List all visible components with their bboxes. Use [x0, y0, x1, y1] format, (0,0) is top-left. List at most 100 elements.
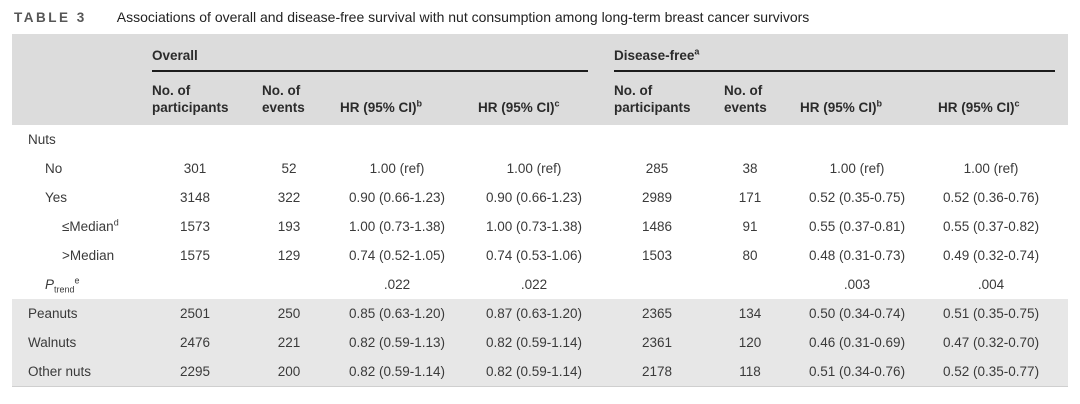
table-cell: 1575 — [179, 248, 211, 263]
table-cell: 0.82 (0.59-1.14) — [478, 328, 615, 357]
table-cell: 171 — [738, 190, 762, 205]
table-cell: 120 — [724, 328, 801, 357]
col-header-label: HR (95% CI) — [800, 100, 877, 115]
table-cell: 0.74 (0.52-1.05) — [348, 248, 446, 263]
table-cell — [152, 125, 262, 154]
row-label-text: Yes — [45, 190, 68, 205]
table-cell: 52 — [281, 161, 297, 176]
col-header-sup: b — [416, 98, 423, 109]
table-cell — [724, 270, 800, 299]
table-cell: 134 — [724, 299, 801, 328]
col-header-line1: No. of — [724, 83, 763, 98]
table-cell: 0.50 (0.34-0.74) — [800, 299, 939, 328]
table-cell — [938, 125, 1068, 154]
table-row-p-trend: Ptrende .022 .022 .003 .004 — [12, 270, 1068, 299]
table-cell: 2178 — [614, 357, 725, 387]
col-header-events-overall: No. of events — [262, 72, 340, 125]
table-cell: 0.48 (0.31-0.73) — [809, 248, 906, 263]
table-cell: 0.87 (0.63-1.20) — [478, 299, 615, 328]
table-cell — [614, 125, 724, 154]
table-cell: 0.47 (0.32-0.70) — [938, 328, 1069, 357]
table-cell: 0.46 (0.31-0.69) — [800, 328, 939, 357]
row-label: Ptrende — [12, 270, 152, 299]
table-cell: 0.52 (0.35-0.75) — [809, 190, 906, 205]
table-cell: .003 — [843, 277, 871, 292]
col-header-hr-c-overall: HR (95% CI)c — [478, 72, 615, 125]
row-label-text: No — [45, 161, 63, 176]
table-cell: 0.55 (0.37-0.82) — [943, 219, 1040, 234]
table-cell: 1486 — [642, 219, 673, 234]
table-header: Overall Disease-freea No. of participants… — [12, 34, 1069, 125]
row-label-header — [12, 72, 152, 125]
row-label: Nuts — [12, 125, 152, 154]
table-cell: 80 — [742, 248, 758, 263]
row-label: ≤Mediand — [12, 212, 152, 241]
table-cell — [262, 125, 340, 154]
col-header-line1: No. of — [262, 83, 301, 98]
col-header-hr-b-overall: HR (95% CI)b — [340, 72, 478, 125]
row-label-text: Walnuts — [28, 335, 77, 350]
table-cell: 0.55 (0.37-0.81) — [809, 219, 906, 234]
table-cell: 0.74 (0.53-1.06) — [485, 248, 583, 263]
group-sup-disease-free: a — [694, 46, 700, 57]
row-label: Walnuts — [12, 328, 152, 357]
table-cell — [262, 270, 340, 299]
col-header-events-df: No. of events — [724, 72, 801, 125]
col-header-line2: participants — [152, 100, 229, 115]
table-cell: 1503 — [642, 248, 673, 263]
col-header-participants-df: No. of participants — [614, 72, 725, 125]
table-row-peanuts: Peanuts 2501 250 0.85 (0.63-1.20) 0.87 (… — [12, 299, 1069, 328]
table-cell: 0.51 (0.35-0.75) — [938, 299, 1069, 328]
table-row-other-nuts: Other nuts 2295 200 0.82 (0.59-1.14) 0.8… — [12, 357, 1069, 387]
group-header-row: Overall Disease-freea — [12, 34, 1069, 72]
table-cell — [340, 125, 478, 154]
table-row-yes: Yes 3148 322 0.90 (0.66-1.23) 0.90 (0.66… — [12, 183, 1068, 212]
table-cell: 38 — [742, 161, 758, 176]
table-row-nuts: Nuts — [12, 125, 1068, 154]
row-label: Other nuts — [12, 357, 152, 387]
table-row-no: No 301 52 1.00 (ref) 1.00 (ref) 285 38 1… — [12, 154, 1068, 183]
row-label-italic: P — [45, 277, 55, 292]
col-header-line1: No. of — [152, 83, 191, 98]
table-cell: 1.00 (ref) — [506, 161, 562, 176]
table-cell: 2989 — [642, 190, 673, 205]
table-cell — [800, 125, 938, 154]
table-cell: .022 — [520, 277, 548, 292]
row-label: Yes — [12, 183, 152, 212]
table-number: TABLE 3 — [14, 10, 87, 25]
table-cell: .022 — [383, 277, 411, 292]
table-cell: 0.85 (0.63-1.20) — [340, 299, 478, 328]
row-label-sub: trend — [54, 284, 75, 295]
table-cell: 0.82 (0.59-1.13) — [340, 328, 478, 357]
table-body: Nuts No 301 52 1.00 (ref) 1.00 (ref) 285… — [12, 125, 1069, 387]
col-header-sup: b — [876, 98, 883, 109]
table-cell: 0.51 (0.34-0.76) — [800, 357, 939, 387]
table-cell: 3148 — [179, 190, 211, 205]
row-label-text: Peanuts — [28, 306, 78, 321]
group-header-overall: Overall — [152, 34, 615, 72]
table-cell: 1.00 (ref) — [963, 161, 1019, 176]
table-cell: 91 — [742, 219, 758, 234]
table-cell: 1.00 (0.73-1.38) — [348, 219, 446, 234]
results-table: Overall Disease-freea No. of participants… — [12, 34, 1069, 387]
table-cell: 1.00 (ref) — [829, 161, 885, 176]
col-header-label: HR (95% CI) — [340, 100, 417, 115]
table-cell: 0.82 (0.59-1.14) — [340, 357, 478, 387]
row-label-sup: d — [113, 217, 119, 228]
row-label-text: Other nuts — [28, 363, 92, 379]
table-cell: 2476 — [152, 328, 262, 357]
col-header-line2: events — [262, 100, 305, 115]
table-cell: 285 — [645, 161, 669, 176]
table-cell — [614, 270, 724, 299]
row-label-text: Nuts — [28, 132, 56, 147]
table-cell: 2501 — [152, 299, 262, 328]
table-cell — [478, 125, 614, 154]
table-cell: 250 — [262, 299, 340, 328]
table-cell: 2295 — [152, 357, 262, 387]
col-header-label: HR (95% CI) — [478, 100, 555, 115]
group-header-disease-free: Disease-freea — [614, 34, 1069, 72]
col-header-line1: No. of — [614, 83, 653, 98]
col-header-line2: events — [724, 100, 767, 115]
table-cell: 0.90 (0.66-1.23) — [348, 190, 446, 205]
